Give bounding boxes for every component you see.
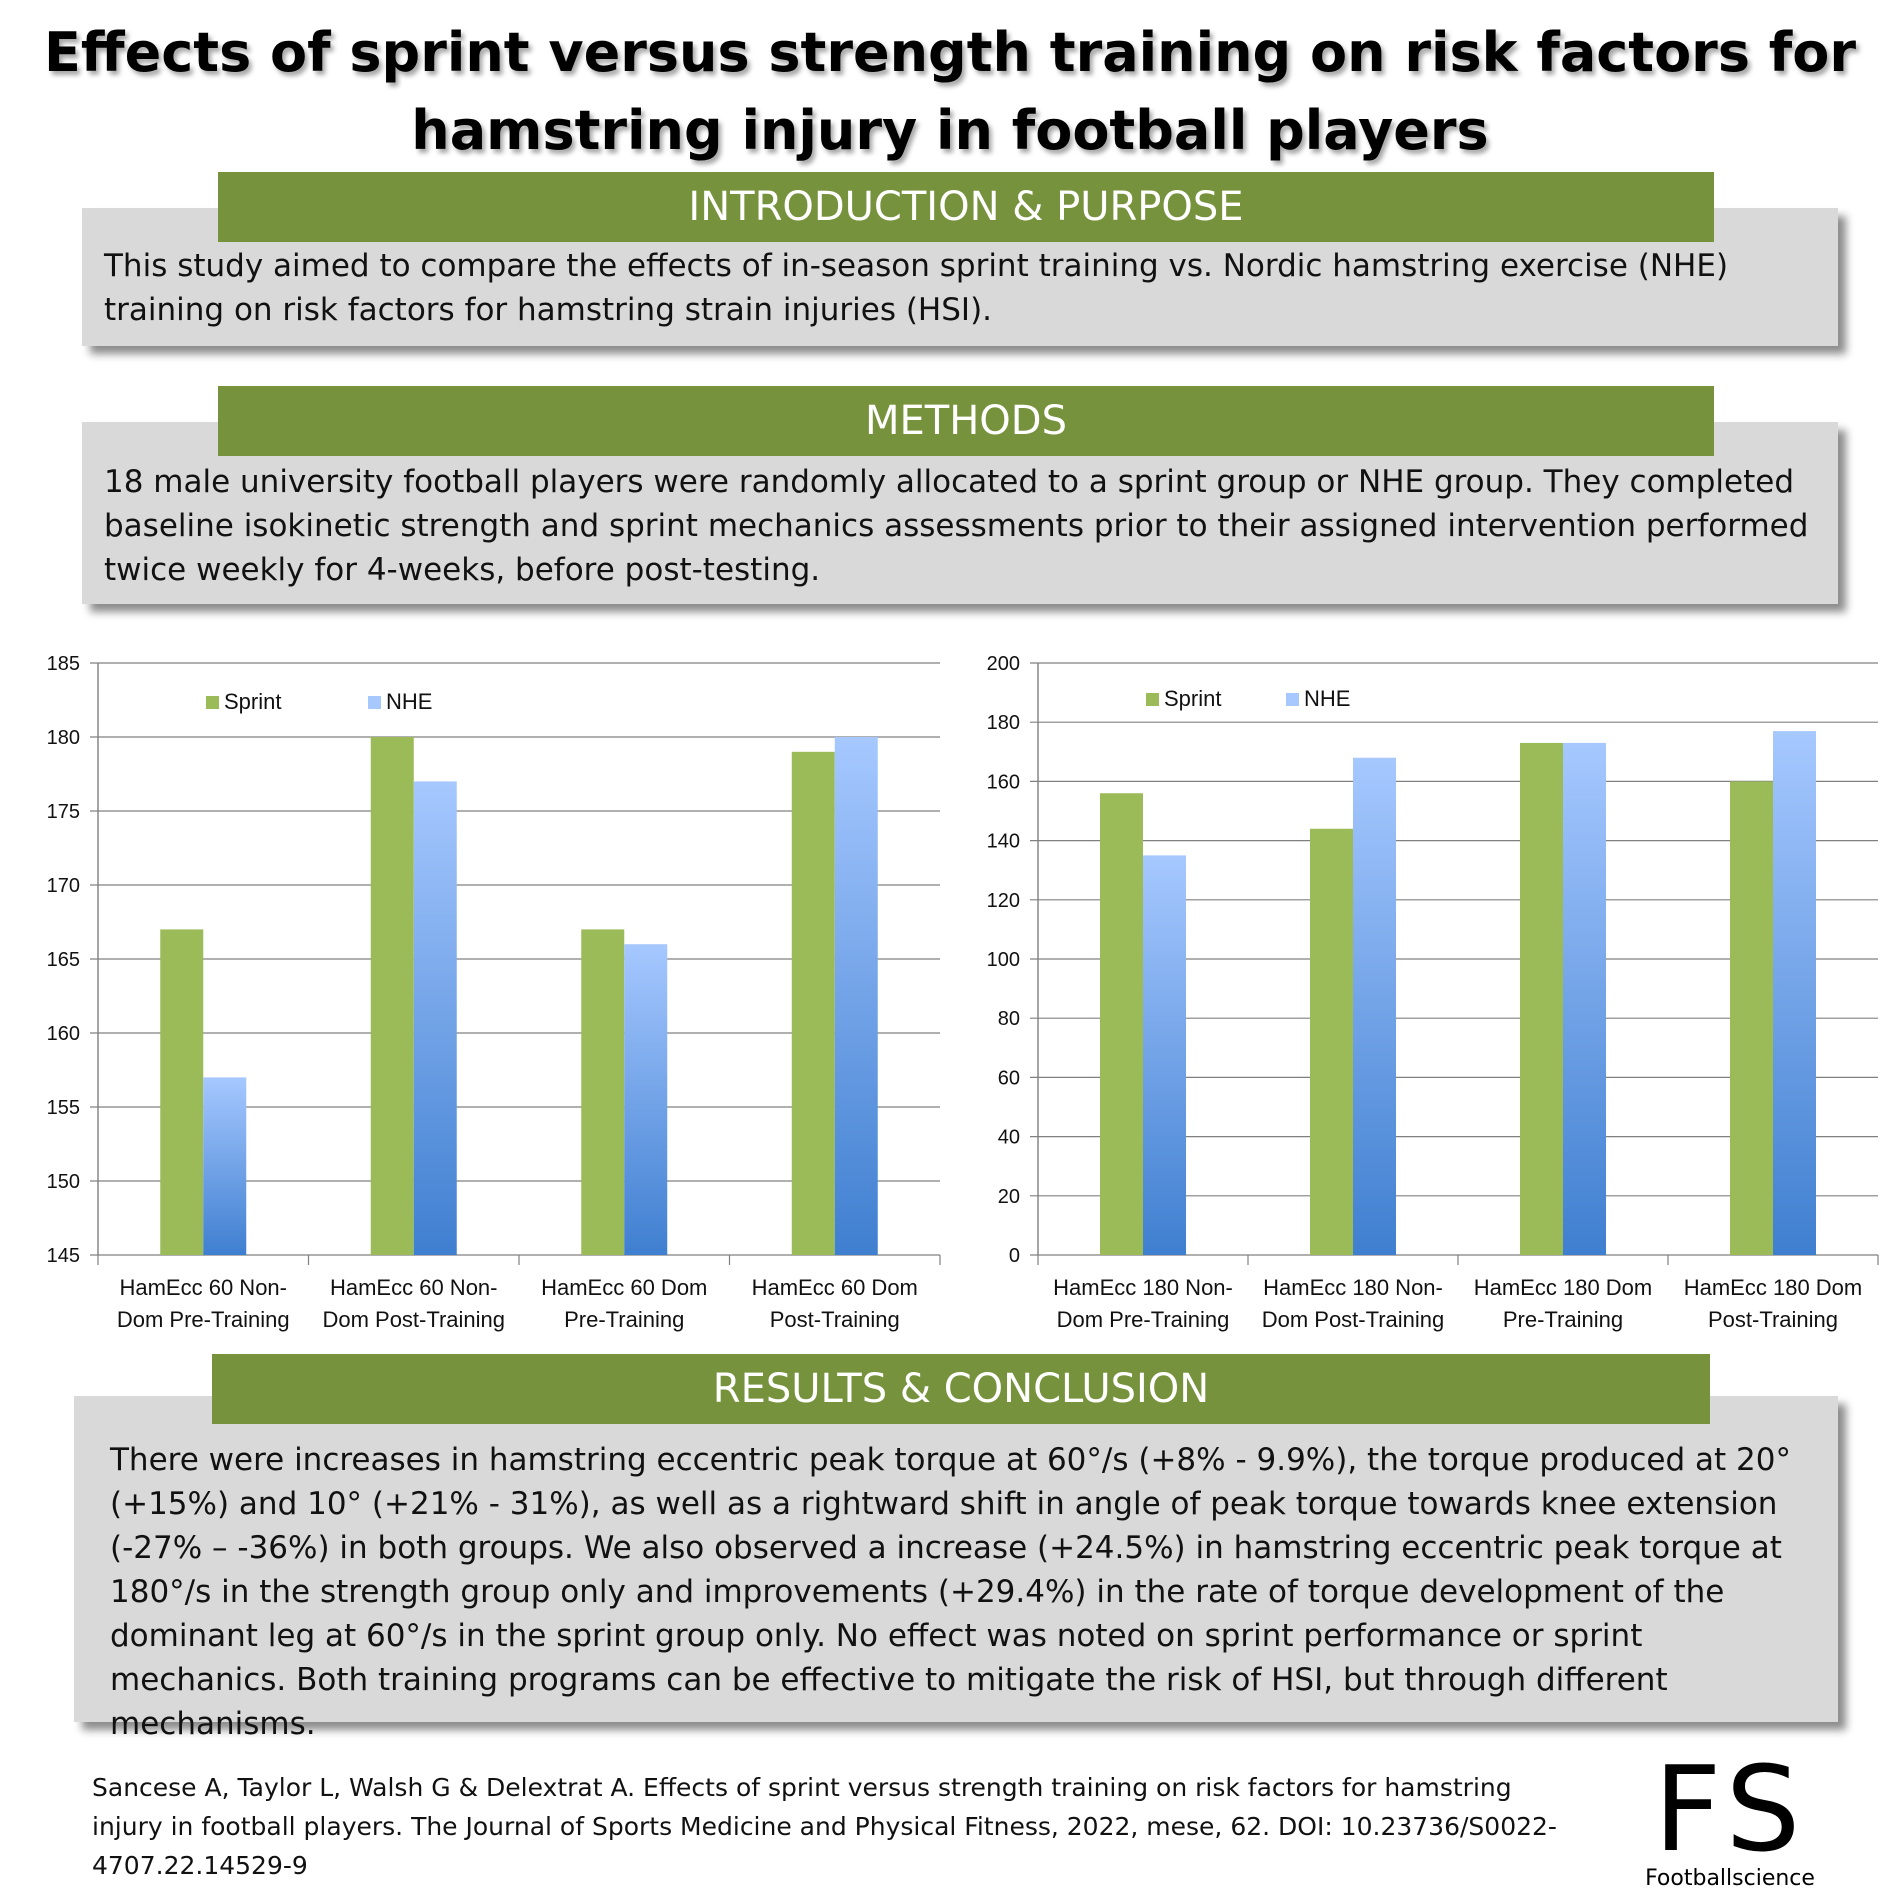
x-category-label: Dom Post-Training — [1262, 1307, 1445, 1332]
x-category-label: HamEcc 60 Non- — [119, 1275, 287, 1300]
x-category-label: Dom Pre-Training — [1057, 1307, 1230, 1332]
methods-text: 18 male university football players were… — [104, 464, 1809, 588]
chart-hamecc-180-svg: 0 20 40 60 80 100 120 140 160 180 200 HamEcc 180 No… — [987, 653, 1879, 1332]
citation: Sancese A, Taylor L, Walsh G & Delextrat… — [92, 1773, 1557, 1880]
y-tick-label: 170 — [47, 875, 80, 897]
y-tick-label: 80 — [998, 1008, 1020, 1030]
x-category-label: Dom Pre-Training — [117, 1307, 290, 1332]
y-tick-label: 140 — [987, 831, 1020, 853]
bar-nhe — [203, 1077, 247, 1255]
y-tick-label: 40 — [998, 1127, 1020, 1149]
x-category-label: HamEcc 180 Dom — [1474, 1275, 1653, 1300]
intro-text: This study aimed to compare the effects … — [104, 248, 1729, 328]
x-category-label: Dom Post-Training — [322, 1307, 505, 1332]
legend-label-sprint: Sprint — [224, 689, 281, 714]
x-category-label: HamEcc 180 Dom — [1684, 1275, 1863, 1300]
chart-hamecc-180: 0 20 40 60 80 100 120 140 160 180 200 HamEcc 180 No… — [940, 640, 1900, 1340]
y-tick-label: 100 — [987, 949, 1020, 971]
results-box — [74, 1396, 1838, 1722]
y-tick-label: 150 — [47, 1171, 80, 1193]
legend-label-nhe: NHE — [386, 689, 432, 714]
intro-heading: INTRODUCTION & PURPOSE — [218, 172, 1714, 242]
bar-sprint — [1310, 828, 1353, 1255]
results-text: There were increases in hamstring eccent… — [110, 1442, 1791, 1742]
bar-sprint — [160, 929, 204, 1255]
legend-swatch-sprint — [1146, 693, 1159, 706]
x-category-label: HamEcc 180 Non- — [1053, 1275, 1233, 1300]
footballscience-logo: FS Footballscience — [1615, 1740, 1845, 1891]
bar-nhe — [1563, 742, 1606, 1255]
bar-nhe — [1773, 731, 1816, 1255]
y-tick-label: 155 — [47, 1097, 80, 1119]
x-category-label: HamEcc 60 Dom — [752, 1275, 918, 1300]
bar-sprint — [581, 929, 625, 1255]
y-tick-label: 180 — [987, 712, 1020, 734]
bar-nhe — [624, 944, 668, 1255]
bar-nhe — [1353, 757, 1396, 1255]
y-tick-label: 160 — [987, 771, 1020, 793]
bar-sprint — [370, 737, 414, 1255]
methods-heading: METHODS — [218, 386, 1714, 456]
y-tick-label: 200 — [987, 653, 1020, 675]
page-title: Effects of sprint versus strength traini… — [44, 21, 1856, 162]
bar-nhe — [413, 781, 457, 1255]
chart-hamecc-60: 145 150 155 160 165 170 175 180 185 HamEcc 60 Non… — [0, 640, 960, 1340]
x-category-label: Pre-Training — [1503, 1307, 1623, 1332]
x-category-label: HamEcc 60 Non- — [330, 1275, 498, 1300]
x-category-label: HamEcc 60 Dom — [541, 1275, 707, 1300]
legend-label-sprint: Sprint — [1164, 686, 1221, 711]
y-tick-label: 180 — [47, 727, 80, 749]
y-tick-label: 160 — [47, 1023, 80, 1045]
bar-sprint — [791, 751, 835, 1255]
y-tick-label: 145 — [47, 1245, 80, 1267]
y-tick-label: 165 — [47, 949, 80, 971]
y-tick-label: 0 — [1009, 1245, 1020, 1267]
y-tick-label: 175 — [47, 801, 80, 823]
logo-wordmark: Footballscience — [1645, 1866, 1815, 1891]
legend-swatch-nhe — [368, 696, 381, 709]
bar-nhe — [1143, 855, 1186, 1255]
y-tick-label: 185 — [47, 653, 80, 675]
bar-sprint — [1730, 781, 1773, 1255]
y-tick-label: 20 — [998, 1186, 1020, 1208]
bar-nhe — [834, 737, 878, 1255]
legend-label-nhe: NHE — [1304, 686, 1350, 711]
x-category-label: Post-Training — [770, 1307, 900, 1332]
y-tick-label: 60 — [998, 1067, 1020, 1089]
legend-swatch-sprint — [206, 696, 219, 709]
results-heading: RESULTS & CONCLUSION — [212, 1354, 1710, 1424]
bar-sprint — [1520, 742, 1563, 1255]
x-category-label: Pre-Training — [564, 1307, 684, 1332]
x-category-label: HamEcc 180 Non- — [1263, 1275, 1443, 1300]
logo-mark: FS — [1653, 1740, 1807, 1878]
bar-sprint — [1100, 793, 1143, 1255]
x-category-label: Post-Training — [1708, 1307, 1838, 1332]
legend-swatch-nhe — [1286, 693, 1299, 706]
chart-hamecc-60-svg: 145 150 155 160 165 170 175 180 185 HamEcc 60 Non… — [47, 653, 941, 1332]
y-tick-label: 120 — [987, 890, 1020, 912]
